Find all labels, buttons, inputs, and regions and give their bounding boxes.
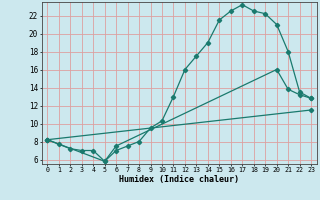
X-axis label: Humidex (Indice chaleur): Humidex (Indice chaleur) xyxy=(119,175,239,184)
